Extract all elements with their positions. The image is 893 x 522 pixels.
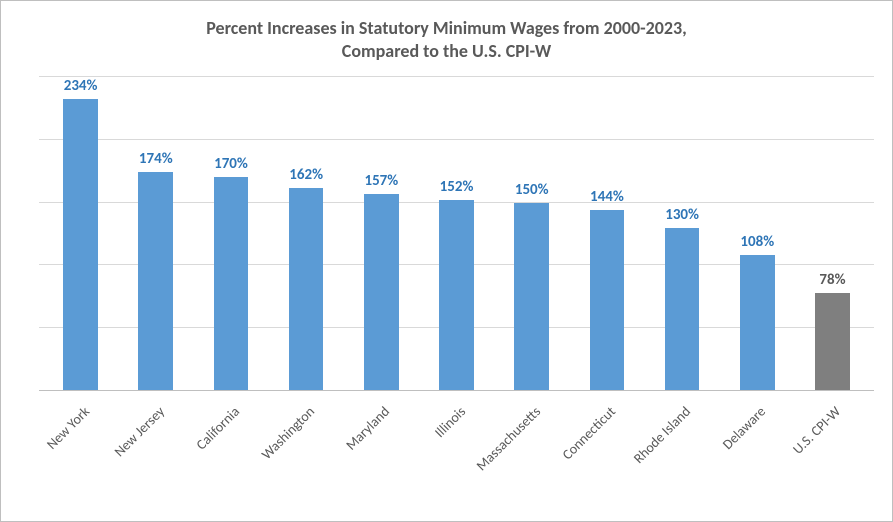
chart-title: Percent Increases in Statutory Minimum W… — [97, 17, 797, 62]
bar — [289, 188, 324, 391]
bar-data-label: 162% — [289, 166, 323, 184]
bar-slot: 162% — [269, 77, 344, 391]
bar — [138, 172, 173, 391]
xlabel-slot: California — [193, 395, 268, 515]
bar-slot: 157% — [344, 77, 419, 391]
bar-slot: 150% — [494, 77, 569, 391]
x-axis-label: U.S. CPI-W — [790, 403, 845, 458]
bar-slot: 144% — [569, 77, 644, 391]
xlabel-slot: Rhode Island — [645, 395, 720, 515]
x-axis-label: New Jersey — [111, 403, 168, 460]
bar — [439, 200, 474, 391]
bar-data-label: 150% — [515, 181, 549, 199]
bar-data-label: 170% — [214, 155, 248, 173]
plot-area: 234% 174% 170% 162% 157% 152% 150% 144% 130% 108%… — [39, 77, 874, 391]
bar — [514, 203, 549, 391]
bar-data-label: 78% — [819, 271, 845, 289]
bar-data-label: 234% — [64, 77, 98, 95]
bar-data-label: 144% — [590, 188, 624, 206]
bar-data-label: 108% — [740, 233, 774, 251]
x-axis-label: Illinois — [431, 403, 469, 441]
xlabel-slot: Massachusetts — [494, 395, 569, 515]
x-axis-label: New York — [43, 403, 93, 453]
bar-data-label: 174% — [139, 150, 173, 168]
bar-data-label: 157% — [364, 172, 398, 190]
chart-container: Percent Increases in Statutory Minimum W… — [0, 0, 893, 522]
xlabel-slot: New Jersey — [118, 395, 193, 515]
bar-slot: 130% — [645, 77, 720, 391]
bar — [364, 194, 399, 391]
x-axis-line — [39, 390, 874, 391]
x-axis-label: California — [193, 403, 243, 453]
bar — [63, 99, 98, 391]
bar-slot: 170% — [193, 77, 268, 391]
bar — [214, 177, 249, 391]
xlabel-slot: New York — [43, 395, 118, 515]
bar-data-label: 152% — [440, 178, 474, 196]
xlabel-slot: U.S. CPI-W — [795, 395, 870, 515]
bar-group: 234% 174% 170% 162% 157% 152% 150% 144% 130% 108%… — [39, 77, 874, 391]
bar-slot: 108% — [720, 77, 795, 391]
bar — [590, 210, 625, 391]
x-axis-label: Delaware — [719, 403, 769, 453]
bar-slot: 174% — [118, 77, 193, 391]
bar-data-label: 130% — [665, 206, 699, 224]
bar — [815, 293, 850, 391]
bar-slot: 152% — [419, 77, 494, 391]
x-axis-labels: New YorkNew JerseyCaliforniaWashingtonMa… — [39, 395, 874, 515]
bar-slot: 78% — [795, 77, 870, 391]
xlabel-slot: Maryland — [344, 395, 419, 515]
x-axis-label: Maryland — [343, 403, 394, 454]
xlabel-slot: Washington — [269, 395, 344, 515]
bar-slot: 234% — [43, 77, 118, 391]
chart-title-line1: Percent Increases in Statutory Minimum W… — [206, 17, 687, 39]
bar — [665, 228, 700, 391]
bar — [740, 255, 775, 391]
xlabel-slot: Delaware — [720, 395, 795, 515]
chart-title-line2: Compared to the U.S. CPI-W — [342, 40, 551, 62]
